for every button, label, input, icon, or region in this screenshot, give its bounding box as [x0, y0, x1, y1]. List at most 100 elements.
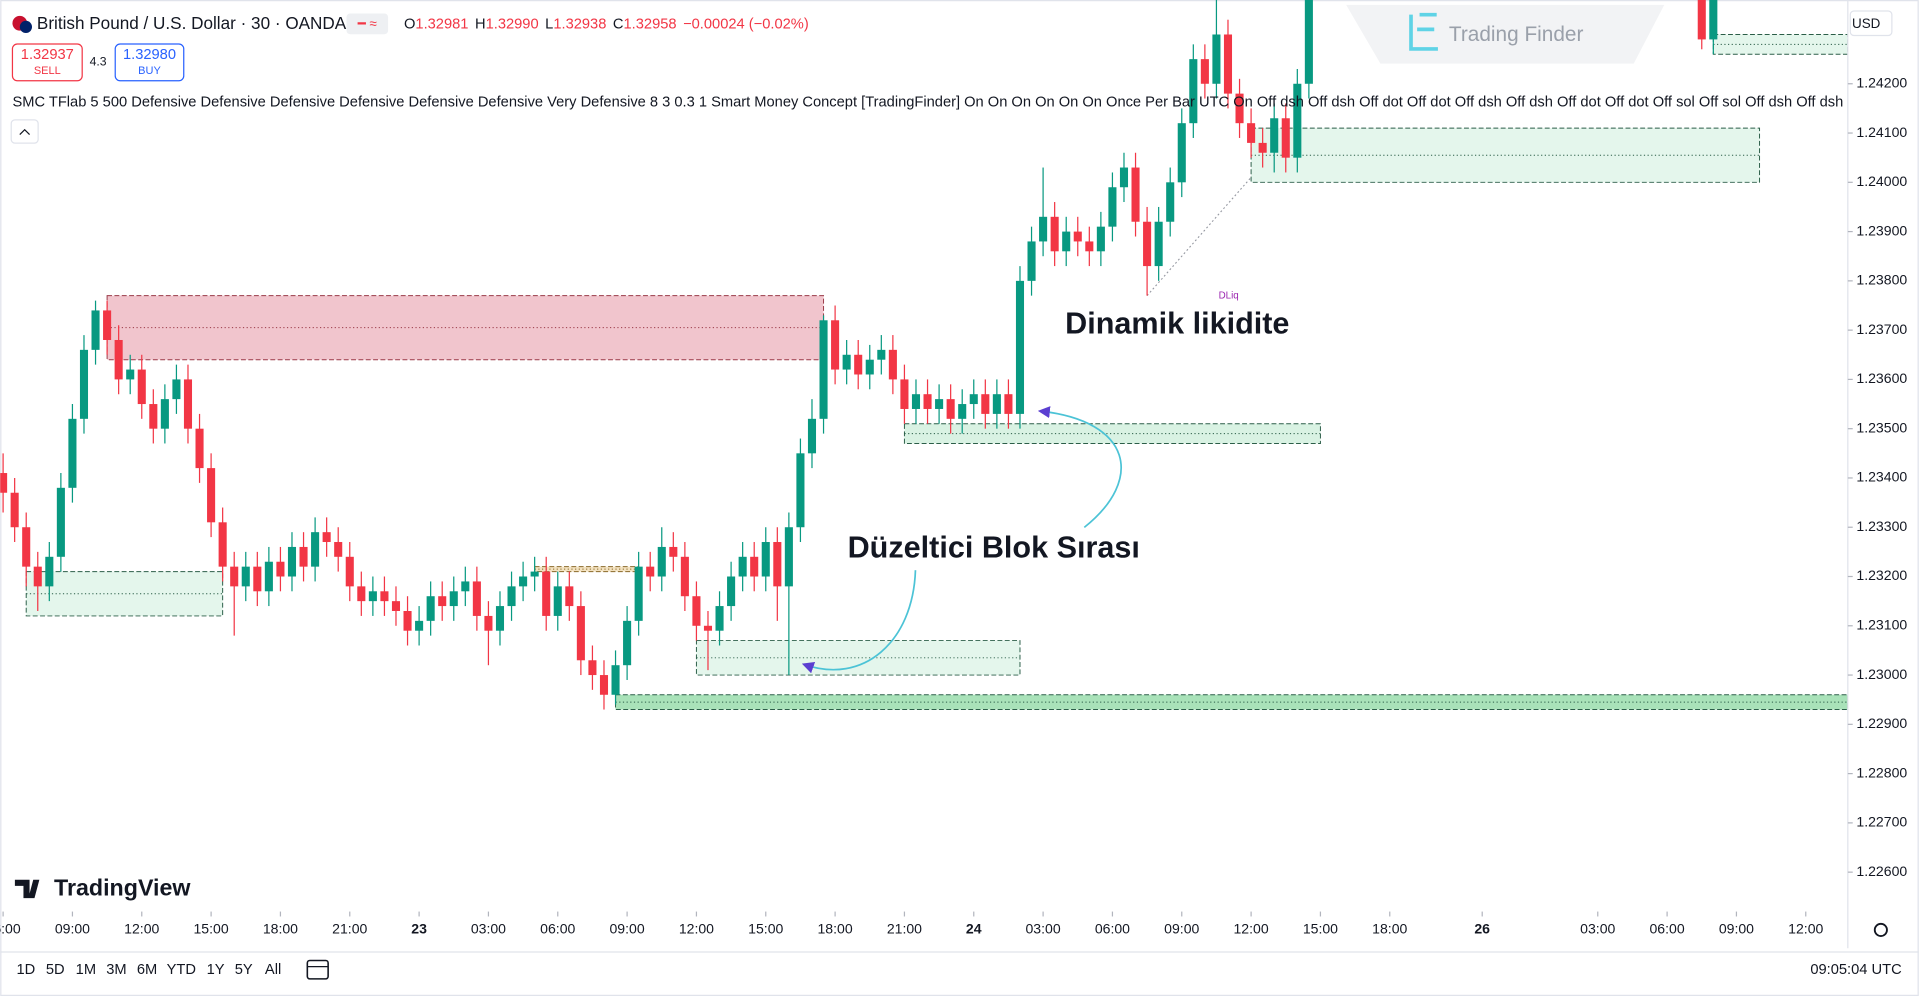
candle-body: [1096, 226, 1105, 252]
candle-body: [530, 571, 539, 577]
collapse-button[interactable]: [10, 119, 39, 144]
x-tick-label: 15:00: [1303, 921, 1338, 937]
candle-body: [1235, 93, 1244, 124]
x-tick-label: 03:00: [1025, 921, 1060, 937]
currency[interactable]: USD: [1852, 16, 1881, 31]
ohlc-value: 1.32958: [624, 16, 677, 32]
buy-price[interactable]: 1.32980: [123, 47, 176, 63]
y-tick-label: 1.23000: [1856, 666, 1907, 682]
sell-label[interactable]: SELL: [34, 65, 61, 77]
y-tick-label: 1.22800: [1856, 764, 1907, 780]
y-tick-label: 1.23700: [1856, 321, 1907, 337]
candle-body: [33, 566, 42, 587]
x-tick-label: 15:00: [748, 921, 783, 937]
status-badge-icon: ━ ≈: [357, 16, 377, 31]
candle-body: [1270, 118, 1279, 153]
candle-body: [877, 349, 886, 360]
brand: TradingView: [54, 875, 191, 901]
candle-body: [403, 610, 412, 631]
range-button[interactable]: 1Y: [207, 962, 225, 978]
range-button[interactable]: 1M: [76, 962, 96, 978]
candle-body: [1697, 0, 1706, 40]
ohlc-change: −0.00024 (−0.02%): [683, 16, 809, 32]
annotation-arrow: [801, 570, 917, 674]
buy-button[interactable]: 1.32980 BUY: [114, 43, 185, 82]
sell-price[interactable]: 1.32937: [21, 47, 74, 63]
x-tick-label: 15:00: [193, 921, 228, 937]
sell-button[interactable]: 1.32937 SELL: [11, 43, 83, 82]
candle-body: [160, 399, 169, 429]
x-tick-label: 06:00: [1095, 921, 1130, 937]
y-tick-label: 1.22900: [1856, 715, 1907, 731]
candle-body: [461, 581, 470, 592]
range-button[interactable]: 3M: [106, 962, 126, 978]
candle-body: [669, 546, 678, 557]
x-tick-label: 12:00: [679, 921, 714, 937]
candle-body: [969, 394, 978, 405]
buy-box[interactable]: [114, 43, 185, 82]
y-tick-label: 1.23900: [1856, 222, 1907, 238]
candle-body: [854, 354, 863, 375]
plot-area: [0, 0, 1848, 711]
candle-body: [137, 369, 146, 405]
candle-body: [1189, 59, 1198, 124]
candle-body: [207, 468, 216, 523]
candle-body: [438, 596, 447, 607]
range-button[interactable]: YTD: [167, 962, 196, 978]
candle-body: [345, 556, 354, 587]
liquidity-tag: DLiq: [1219, 291, 1239, 302]
candle-body: [1062, 231, 1071, 252]
collapse-icon[interactable]: [19, 128, 31, 136]
candle-body: [253, 566, 262, 592]
candle-body: [264, 561, 273, 592]
candle-body: [773, 542, 782, 587]
y-tick-label: 1.23300: [1856, 518, 1907, 534]
candle-body: [692, 596, 701, 626]
x-tick-label: 23: [411, 921, 427, 937]
candle-body: [230, 566, 239, 587]
watermark-text: Trading Finder: [1449, 23, 1584, 46]
candle-body: [56, 487, 65, 557]
candle-body: [807, 418, 817, 454]
x-tick-label: 09:00: [55, 921, 90, 937]
candle-body: [680, 556, 689, 597]
candle-body: [865, 359, 874, 375]
candle-body: [784, 527, 793, 587]
candle-body: [992, 394, 1001, 414]
sell-box[interactable]: [11, 43, 83, 82]
x-tick-label: 18:00: [263, 921, 298, 937]
candle-body: [738, 556, 747, 577]
indicator-legend: SMC TFlab 5 500 Defensive Defensive Defe…: [12, 95, 1843, 111]
ohlc-value: 1.32938: [553, 16, 606, 32]
currency-box[interactable]: [1849, 10, 1893, 37]
range-button[interactable]: All: [265, 962, 281, 978]
candle-body: [334, 542, 343, 557]
candle-body: [588, 660, 597, 676]
candle-body: [923, 394, 932, 409]
x-tick-label: 12:00: [1788, 921, 1823, 937]
x-tick-label: 03:00: [471, 921, 506, 937]
settings-icon[interactable]: [1873, 922, 1888, 937]
candle-body: [149, 404, 158, 429]
candle-body: [519, 576, 528, 587]
calendar-icon[interactable]: [306, 959, 329, 980]
candle-body: [68, 418, 77, 488]
annotation-arrow: [1037, 406, 1122, 529]
range-button[interactable]: 6M: [137, 962, 157, 978]
x-tick-label: 18:00: [817, 921, 852, 937]
x-tick-label: 24: [966, 921, 982, 937]
candle-body: [553, 586, 562, 616]
candle-body: [1223, 34, 1233, 94]
candle-body: [1027, 241, 1036, 281]
range-button[interactable]: 5Y: [235, 962, 253, 978]
candle-body: [172, 379, 181, 400]
candle-body: [842, 354, 851, 370]
candle-body: [715, 606, 724, 631]
clock: 09:05:04 UTC: [1810, 962, 1902, 978]
range-button[interactable]: 5D: [46, 962, 65, 978]
range-button[interactable]: 1D: [17, 962, 36, 978]
buy-label[interactable]: BUY: [138, 65, 161, 77]
candle-body: [322, 532, 331, 543]
x-tick-label: 06:00: [1649, 921, 1684, 937]
